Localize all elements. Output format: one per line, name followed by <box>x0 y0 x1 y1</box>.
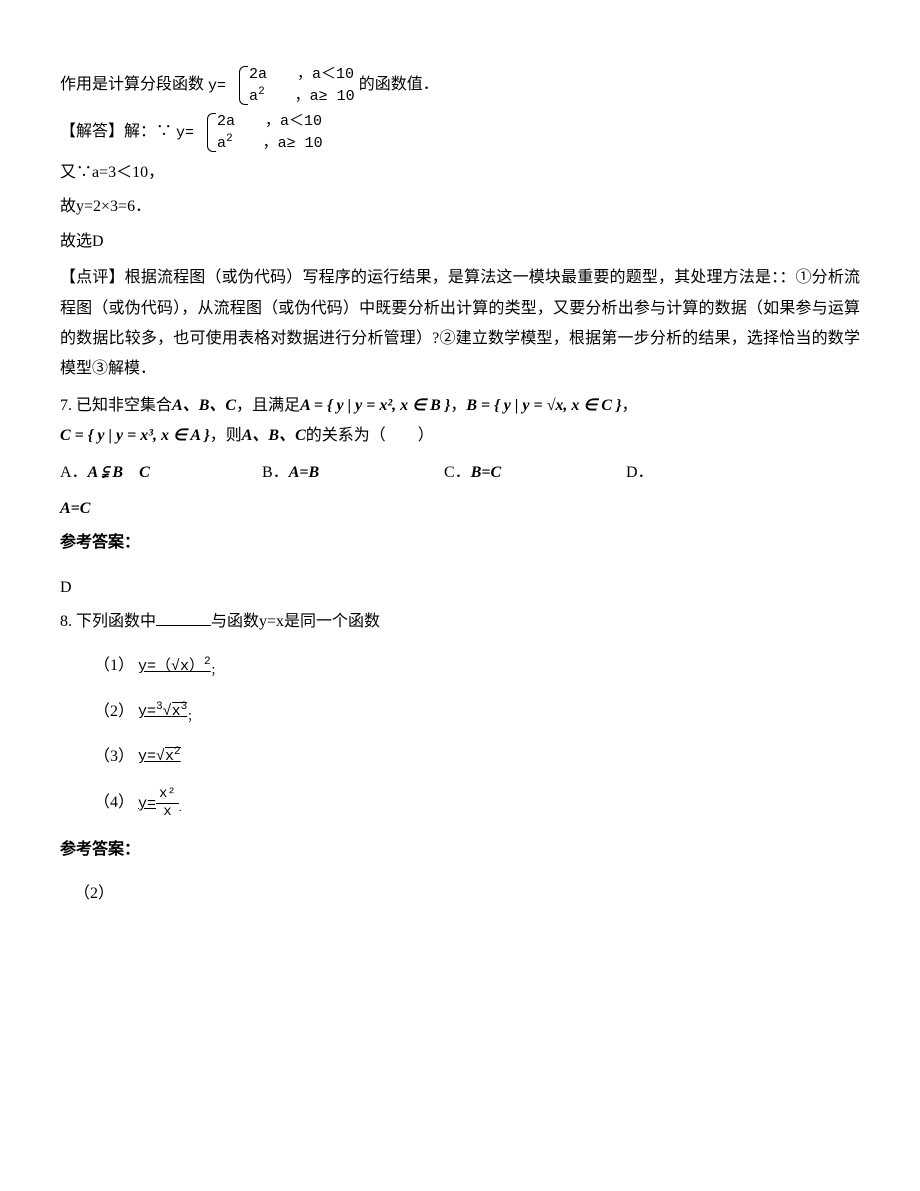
q7-lead: 已知非空集合 <box>76 397 172 414</box>
q8-lead2: 与函数y=x是同一个函数 <box>211 613 380 630</box>
piecewise-row1: 2a ，a＜10 <box>249 64 355 85</box>
q8-number: 8. <box>60 613 76 630</box>
q8-answer-label: 参考答案： <box>60 835 860 865</box>
solution-line-1: 【解答】解：∵ y= 2a ，a＜10 a2 ，a≥ 10 <box>60 111 860 154</box>
q8-item-3-expr: y=√x2 <box>138 742 181 772</box>
piecewise-brace-2: 2a ，a＜10 a2 ，a≥ 10 <box>203 111 323 154</box>
q8-item-1-num: （1） <box>94 657 134 674</box>
q8-item-3: （3） y=√x2 <box>60 742 860 772</box>
q7-option-d-label[interactable]: D． <box>626 458 666 488</box>
q7-sets-names-1: A、B、C <box>172 397 236 414</box>
q7-tail: 的关系为（ ） <box>306 427 434 444</box>
piecewise-row2: a2 ，a≥ 10 <box>249 85 355 107</box>
q7-mid: ，且满足 <box>236 397 300 414</box>
q8-lead1: 下列函数中 <box>76 613 156 630</box>
solution-line-2: 又∵a=3＜10， <box>60 158 860 188</box>
comment-paragraph: 【点评】根据流程图（或伪代码）写程序的运行结果，是算法这一模块最重要的题型，其处… <box>60 263 860 385</box>
q7-options: A．A ⫋ B C B．A=B C．B=C D． <box>60 458 860 488</box>
q7-setA: A = { y | y = x², x ∈ B } <box>300 397 450 414</box>
q8-item-2-num: （2） <box>94 703 134 720</box>
solution-line-3: 故y=2×3=6． <box>60 192 860 222</box>
q7-option-d-value[interactable]: A=C <box>60 494 860 524</box>
q8-item-1-expr: y=（√x）2 <box>138 652 211 682</box>
q7-number: 7. <box>60 397 76 414</box>
q7-comma2: ， <box>622 397 638 414</box>
piecewise-formula-2: y= 2a ，a＜10 a2 ，a≥ 10 <box>176 111 323 154</box>
q7-option-c[interactable]: C．B=C <box>444 458 614 488</box>
q8-item-4: （4） y=x²x. <box>60 786 860 821</box>
q8-stem: 8. 下列函数中 与函数y=x是同一个函数 <box>60 607 860 637</box>
solution-prefix: 【解答】解：∵ <box>60 123 172 140</box>
q8-item-3-num: （3） <box>94 748 134 765</box>
piecewise-brace-1: 2a ，a＜10 a2 ，a≥ 10 <box>235 64 355 107</box>
piecewise-formula-1: y= 2a ，a＜10 a2 ，a≥ 10 <box>208 64 355 107</box>
q8-item-4-num: （4） <box>94 794 134 811</box>
intro-suffix: 的函数值． <box>359 76 439 93</box>
intro-prefix: 作用是计算分段函数 <box>60 76 204 93</box>
q7-option-a[interactable]: A．A ⫋ B C <box>60 458 250 488</box>
q7-stem: 7. 已知非空集合A、B、C，且满足A = { y | y = x², x ∈ … <box>60 391 860 452</box>
q8-blank[interactable] <box>156 609 211 626</box>
q8-item-4-expr: y=x²x <box>138 786 179 821</box>
q8-item-2: （2） y=3√x3； <box>60 697 860 728</box>
q7-sets-names-2: A、B、C <box>242 427 306 444</box>
q7-tail-pre: ，则 <box>210 427 242 444</box>
q7-answer: D <box>60 573 860 603</box>
q7-answer-label: 参考答案： <box>60 528 860 558</box>
q8-answer: （2） <box>74 879 860 909</box>
q7-setB: B = { y | y = √x, x ∈ C } <box>466 397 621 414</box>
q7-option-b[interactable]: B．A=B <box>262 458 432 488</box>
solution-line-4: 故选D <box>60 227 860 257</box>
q7-comma1: ， <box>450 397 466 414</box>
piecewise-intro-line: 作用是计算分段函数 y= 2a ，a＜10 a2 ，a≥ 10 的函数值． <box>60 64 860 107</box>
q8-item-1: （1） y=（√x）2； <box>60 651 860 682</box>
q7-setC: C = { y | y = x³, x ∈ A } <box>60 427 210 444</box>
q8-item-2-expr: y=3√x3 <box>138 697 187 727</box>
